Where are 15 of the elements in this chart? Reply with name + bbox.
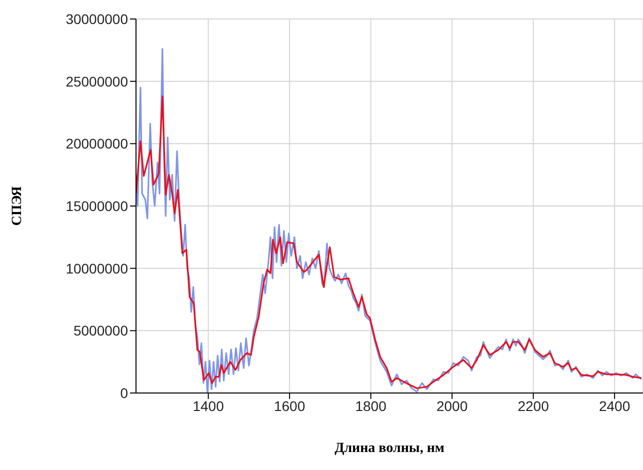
x-tick-label: 1400: [192, 398, 224, 414]
y-tick-label: 25000000: [66, 73, 128, 90]
x-tick-label: 1800: [355, 398, 387, 414]
y-axis-title: СПЭЯ: [10, 186, 25, 226]
x-tick-label: 2000: [436, 398, 468, 414]
y-tick-label: 30000000: [66, 10, 128, 27]
y-tick-label: 20000000: [66, 136, 128, 152]
y-tick-label: 5000000: [73, 322, 128, 339]
x-tick-label: 1600: [274, 398, 306, 414]
x-axis-title: Длина волны, нм: [334, 441, 445, 456]
x-tick-label: 2400: [598, 398, 630, 414]
x-tick-label: 2200: [518, 398, 550, 414]
y-tick-label: 10000000: [66, 260, 128, 276]
y-tick-label: 15000000: [66, 198, 128, 214]
y-tick-label: 0: [120, 384, 128, 401]
